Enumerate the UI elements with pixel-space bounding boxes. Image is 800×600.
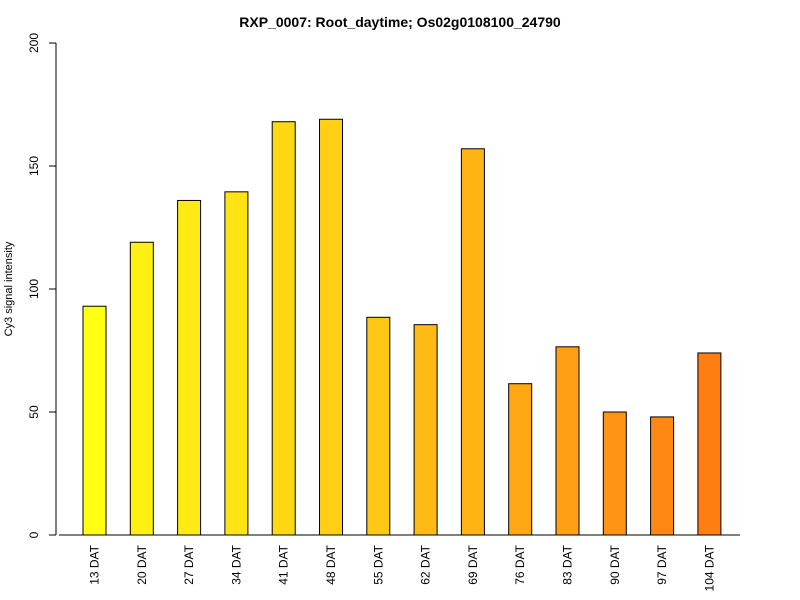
y-axis-label: Cy3 signal intensity [3, 241, 15, 336]
bar [697, 352, 722, 536]
chart-title: RXP_0007: Root_daytime; Os02g0108100_247… [239, 14, 561, 30]
bar [555, 346, 580, 536]
x-tick-label: 27 DAT [182, 544, 196, 584]
bar [650, 416, 675, 536]
y-tick-label: 50 [27, 405, 41, 419]
x-tick-label: 62 DAT [419, 544, 433, 584]
y-tick-label: 0 [27, 531, 41, 538]
bar [602, 411, 627, 536]
bar [271, 121, 296, 536]
bar [508, 383, 533, 536]
x-tick-label: 48 DAT [324, 544, 338, 584]
x-tick-label: 90 DAT [608, 544, 622, 584]
x-tick-label: 83 DAT [561, 544, 575, 584]
x-tick-label: 41 DAT [277, 544, 291, 584]
bar [177, 199, 202, 536]
x-tick-label: 34 DAT [229, 544, 243, 584]
bar [460, 148, 485, 536]
bar [319, 118, 343, 536]
bar [224, 191, 249, 536]
y-tick-label: 150 [27, 156, 41, 176]
x-tick-label: 97 DAT [655, 544, 669, 584]
bar [82, 305, 107, 536]
bar [413, 324, 438, 536]
bar [129, 241, 154, 536]
x-tick-label: 55 DAT [371, 544, 385, 584]
x-tick-label: 20 DAT [135, 544, 149, 584]
y-tick-label: 200 [27, 33, 41, 53]
bar [366, 316, 391, 536]
y-tick-label: 100 [27, 279, 41, 299]
x-tick-label: 13 DAT [88, 544, 102, 584]
x-tick-label: 104 DAT [702, 544, 716, 591]
x-tick-label: 69 DAT [466, 544, 480, 584]
y-axis: 0 50 100 150 200 [27, 33, 57, 538]
bars [82, 118, 722, 536]
x-tick-label: 76 DAT [513, 544, 527, 584]
x-tick-labels: 13 DAT 20 DAT 27 DAT 34 DAT 41 DAT 48 DAT 55 D… [88, 544, 717, 591]
